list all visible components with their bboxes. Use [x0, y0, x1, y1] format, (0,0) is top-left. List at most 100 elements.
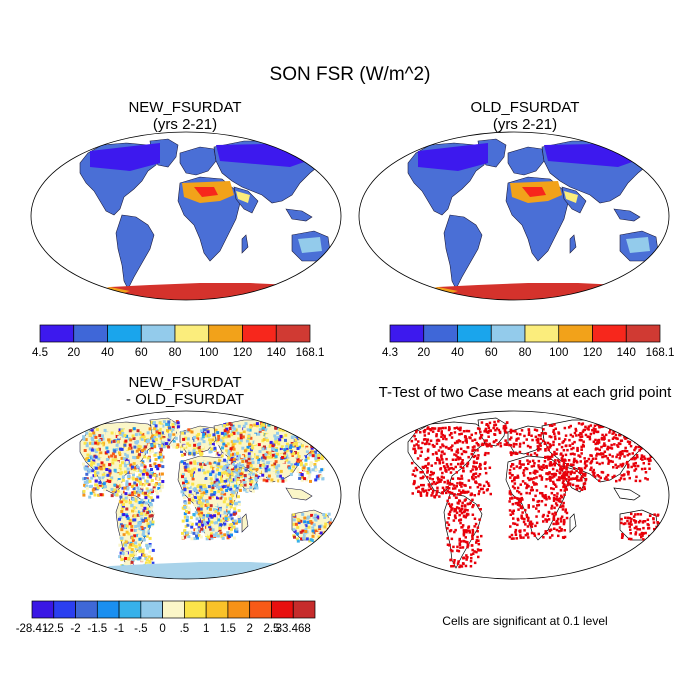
difference-cell: [242, 457, 246, 460]
significant-cell: [466, 556, 469, 559]
difference-cell: [134, 466, 138, 470]
difference-cell: [232, 439, 236, 443]
difference-cell: [140, 487, 144, 491]
significant-cell: [629, 528, 632, 531]
significant-cell: [457, 439, 461, 442]
significant-cell: [441, 486, 445, 490]
difference-cell: [135, 483, 138, 487]
difference-cell: [226, 481, 229, 485]
significant-cell: [527, 462, 530, 465]
significant-cell: [453, 441, 457, 445]
difference-cell: [83, 466, 87, 470]
difference-cell: [98, 483, 102, 487]
difference-cell: [193, 467, 197, 471]
significant-cell: [489, 429, 492, 433]
difference-cell: [226, 442, 230, 446]
difference-cell: [195, 434, 199, 438]
significant-cell: [555, 495, 559, 498]
difference-cell: [275, 447, 279, 450]
difference-cell: [255, 424, 259, 428]
significant-cell: [545, 520, 548, 523]
significant-cell: [509, 513, 512, 516]
panel-title-difference: NEW_FSURDAT - OLD_FSURDAT: [40, 374, 330, 408]
significant-cell: [510, 497, 514, 500]
difference-cell: [134, 525, 138, 528]
difference-cell: [143, 455, 147, 459]
significant-cell: [477, 492, 480, 496]
difference-cell: [153, 488, 157, 492]
difference-cell: [103, 478, 107, 482]
significant-cell: [449, 471, 453, 474]
significant-cell: [568, 444, 572, 447]
difference-cell: [314, 424, 318, 428]
significant-cell: [556, 478, 559, 482]
significant-cell: [572, 459, 576, 462]
significant-cell: [470, 544, 474, 547]
difference-cell: [235, 527, 239, 531]
difference-cell: [124, 540, 128, 544]
difference-cell: [130, 548, 134, 552]
significant-cell: [545, 518, 549, 522]
difference-cell: [96, 486, 100, 490]
significant-cell: [526, 444, 530, 448]
significant-cell: [523, 529, 526, 532]
difference-cell: [121, 434, 125, 438]
significant-cell: [630, 517, 633, 521]
significant-cell: [440, 455, 443, 458]
difference-cell: [315, 445, 319, 449]
significant-cell: [462, 562, 465, 566]
difference-cell: [212, 508, 216, 512]
colorbar-swatch: [242, 324, 277, 343]
significant-cell: [430, 494, 433, 497]
difference-cell: [155, 440, 159, 444]
difference-cell: [214, 467, 218, 471]
difference-cell: [184, 501, 188, 505]
significant-cell: [466, 509, 469, 512]
significant-cell: [515, 452, 519, 455]
difference-cell: [148, 550, 152, 554]
significant-cell: [649, 459, 652, 462]
difference-cell: [150, 447, 154, 451]
significant-cell: [640, 535, 643, 539]
significant-cell: [629, 444, 633, 448]
difference-cell: [237, 516, 241, 520]
difference-cell: [254, 478, 258, 482]
significant-cell: [461, 546, 465, 549]
significant-cell: [628, 522, 632, 525]
significant-cell: [537, 532, 540, 536]
significant-cell: [607, 422, 610, 425]
difference-cell: [237, 481, 241, 484]
difference-cell: [123, 524, 127, 527]
significant-cell: [440, 478, 443, 482]
difference-cell: [276, 474, 280, 478]
significant-cell: [443, 466, 447, 470]
difference-cell: [260, 456, 264, 460]
difference-cell: [311, 452, 315, 456]
difference-cell: [226, 463, 230, 467]
significant-cell: [516, 489, 519, 493]
difference-cell: [118, 453, 122, 456]
difference-cell: [278, 466, 282, 470]
significant-cell: [535, 438, 539, 442]
significant-cell: [569, 472, 572, 476]
significant-cell: [543, 441, 547, 444]
significant-cell: [466, 502, 470, 506]
significant-cell: [487, 424, 490, 427]
difference-cell: [144, 445, 148, 449]
difference-cell: [194, 474, 197, 478]
difference-cell: [126, 516, 130, 520]
difference-cell: [148, 514, 152, 518]
significant-cell: [471, 537, 474, 540]
difference-cell: [200, 437, 204, 441]
difference-cell: [176, 428, 180, 432]
significant-cell: [568, 483, 572, 486]
significant-cell: [582, 473, 585, 477]
significant-cell: [567, 481, 570, 484]
significant-cell: [538, 467, 542, 471]
significant-cell: [472, 472, 476, 476]
difference-cell: [328, 530, 332, 534]
difference-cell: [281, 422, 285, 426]
significant-cell: [545, 478, 548, 481]
difference-cell: [310, 521, 314, 525]
difference-cell: [108, 471, 112, 475]
